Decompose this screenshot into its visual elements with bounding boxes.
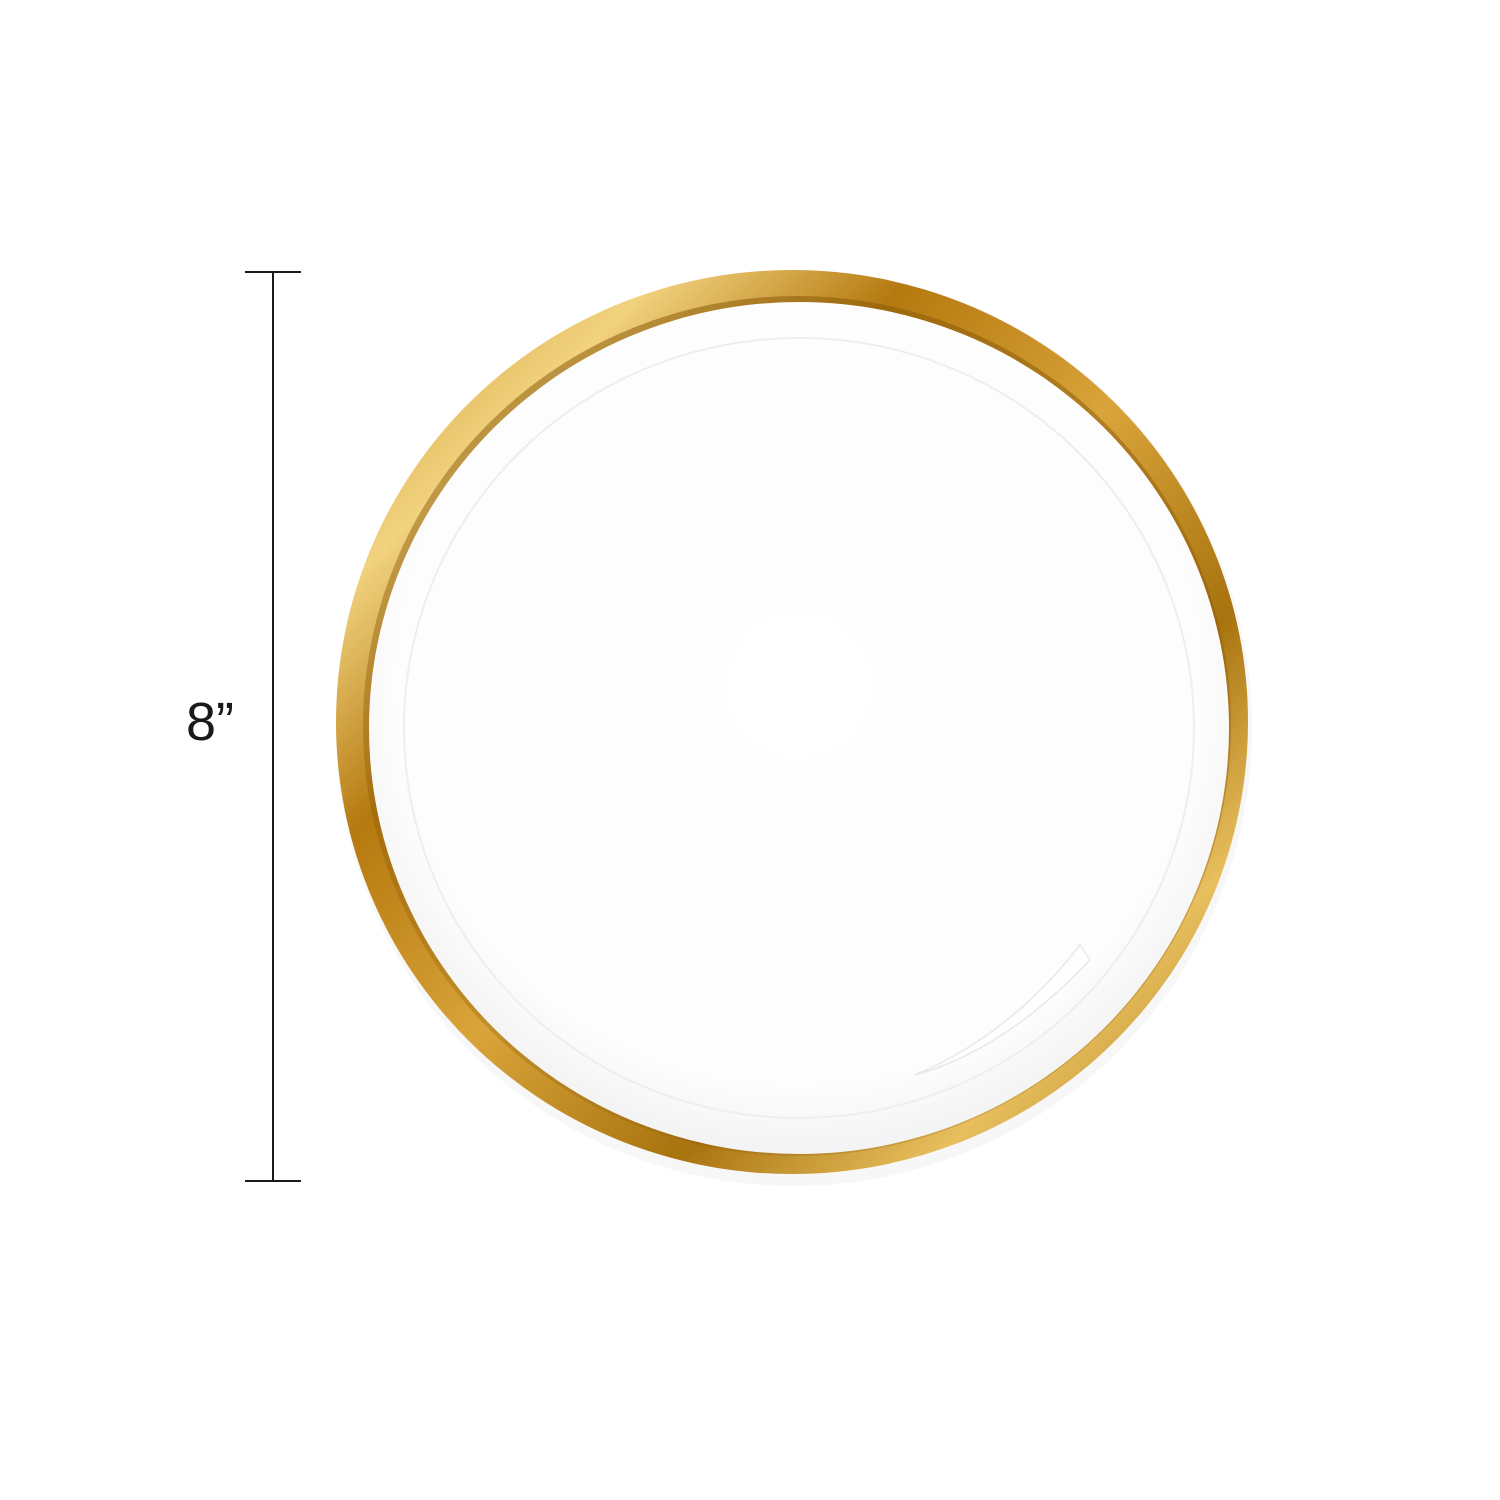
plate <box>336 270 1252 1186</box>
plate-face <box>369 302 1229 1154</box>
plate-well-ring <box>403 337 1195 1119</box>
plate-highlight <box>914 943 1091 1076</box>
dimension-indicator <box>245 271 301 1182</box>
dimension-label: 8” <box>185 692 234 752</box>
